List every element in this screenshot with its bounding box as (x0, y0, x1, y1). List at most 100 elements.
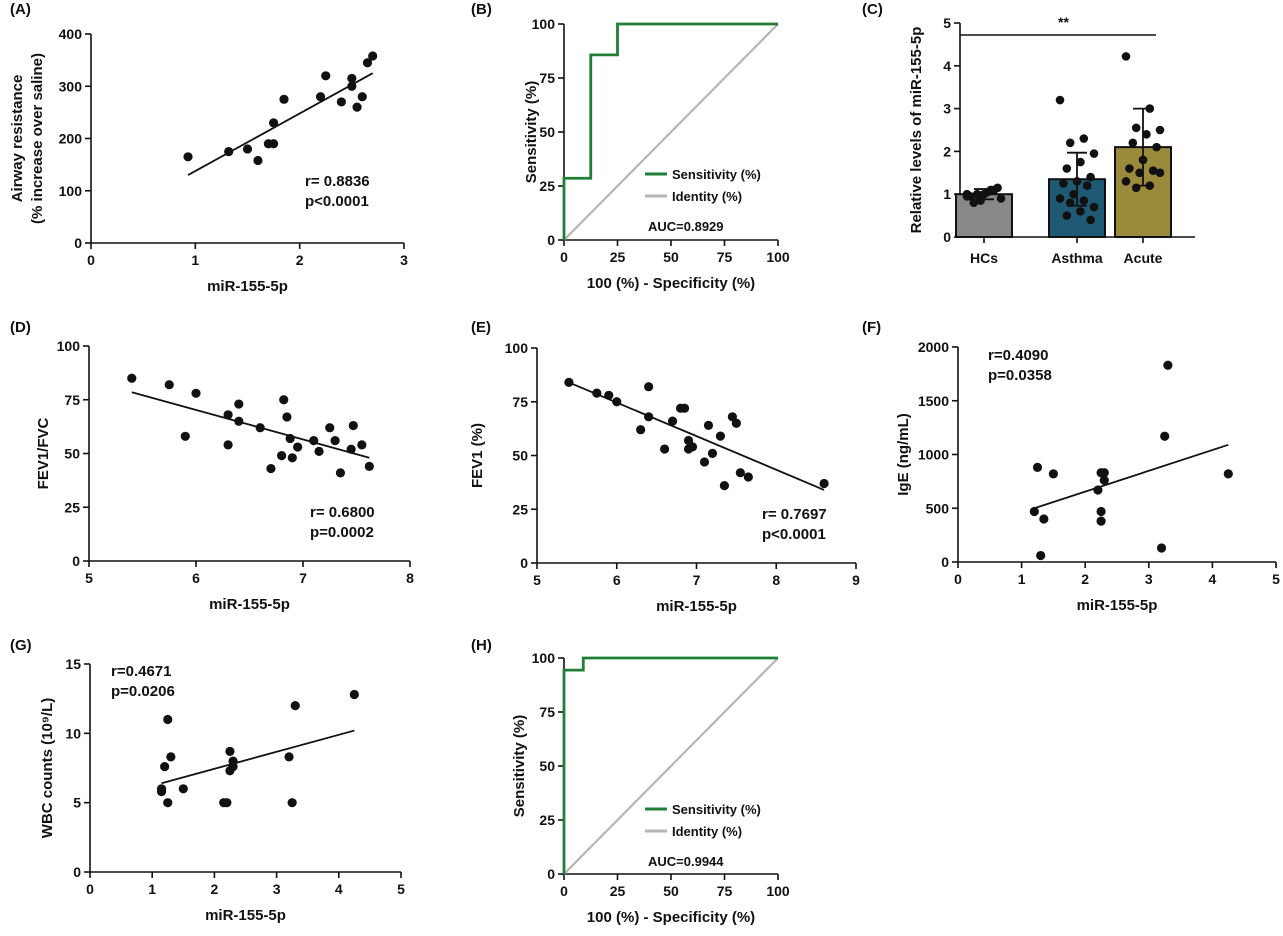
data-point (819, 478, 829, 489)
data-point (667, 416, 678, 426)
data-point (1086, 172, 1095, 182)
regression-line (187, 72, 374, 176)
data-point (127, 373, 137, 383)
x-tick-label: 75 (717, 249, 733, 265)
x-tick-label: 0 (87, 252, 95, 268)
y-tick-label: 400 (59, 26, 83, 42)
y-tick-label: 75 (539, 70, 555, 86)
stat-text: r=0.4090 (988, 347, 1048, 364)
y-tick-label: 5 (943, 15, 951, 31)
x-tick-label: 6 (613, 572, 621, 588)
data-point (223, 440, 233, 450)
regression-line (568, 381, 825, 491)
x-tick-label: 5 (533, 572, 541, 588)
y-tick-label: 75 (539, 704, 555, 720)
data-point (1055, 95, 1065, 105)
y-axis-label: FEV1 (%) (469, 423, 486, 488)
data-point (1131, 183, 1141, 193)
data-point (703, 420, 714, 430)
data-point (285, 433, 295, 444)
data-point (1062, 211, 1072, 220)
data-point (679, 403, 690, 413)
y-tick-label: 100 (532, 16, 556, 32)
y-tick-label: 50 (512, 448, 528, 464)
data-point (268, 118, 279, 128)
data-point (1069, 189, 1078, 199)
panel-label: (B) (471, 1, 492, 18)
stat-text: r= 0.6800 (310, 504, 375, 521)
data-point (1121, 52, 1131, 61)
roc-line (563, 23, 779, 241)
y-axis-label: Sensitivity (%) (511, 715, 528, 818)
y-tick-label: 500 (926, 500, 950, 516)
data-point (1145, 104, 1155, 113)
data-point (969, 198, 979, 208)
stat-text: p=0.0206 (111, 683, 175, 700)
data-point (180, 431, 190, 441)
y-tick-label: 1 (943, 186, 951, 202)
roc-line (562, 656, 778, 874)
data-point (268, 139, 279, 149)
data-point (1079, 134, 1089, 143)
x-axis-label: miR-155-5p (656, 598, 737, 615)
x-tick-label: 6 (192, 570, 200, 586)
legend-label: Identity (%) (672, 189, 742, 204)
data-point (163, 714, 173, 725)
data-point (1089, 149, 1099, 158)
data-point (336, 97, 346, 107)
y-tick-label: 100 (57, 338, 81, 354)
data-point (644, 412, 654, 422)
y-axis-label: (% increase over saline) (29, 53, 46, 224)
y-axis-label: Airway resistance (9, 75, 26, 203)
y-tick-label: 100 (59, 183, 83, 199)
y-tick-label: 100 (505, 340, 529, 356)
data-point (1029, 506, 1039, 517)
data-point (1089, 202, 1099, 212)
data-point (1079, 196, 1089, 205)
data-point (282, 412, 292, 422)
x-tick-label: 5 (397, 881, 405, 897)
data-point (1145, 181, 1155, 190)
panel-label: (F) (862, 319, 881, 336)
data-point (707, 448, 718, 458)
data-point (719, 481, 730, 491)
x-tick-label: 1 (148, 881, 156, 897)
data-point (242, 144, 253, 154)
x-tick-label: 100 (766, 883, 790, 899)
data-point (314, 446, 324, 456)
data-point (1142, 129, 1151, 139)
data-point (1125, 164, 1134, 173)
data-point (166, 752, 176, 762)
y-tick-label: 75 (64, 392, 80, 408)
legend-label: Sensitivity (%) (672, 802, 761, 817)
x-tick-label: 0 (560, 883, 568, 899)
panel-label: (H) (471, 637, 492, 654)
y-tick-label: 1000 (918, 447, 949, 463)
data-point (996, 194, 1006, 203)
data-point (1072, 177, 1082, 186)
y-tick-label: 15 (65, 656, 81, 672)
bar (1114, 146, 1172, 238)
data-point (266, 463, 276, 474)
data-point (644, 382, 654, 392)
x-tick-label: 4 (335, 881, 343, 897)
data-point (1160, 431, 1170, 441)
y-tick-label: 0 (547, 866, 555, 882)
data-point (1093, 485, 1103, 495)
data-point (612, 397, 622, 407)
data-point (1076, 207, 1085, 216)
stat-text: r= 0.7697 (762, 506, 827, 523)
x-axis-label: miR-155-5p (205, 907, 286, 924)
panel-a: (A) 0 100 200 300 400 0 1 2 3 miR-155-5p Airway res… (9, 1, 408, 295)
y-tick-label: 2 (943, 143, 951, 159)
data-point (279, 395, 289, 405)
data-point (1062, 164, 1072, 173)
data-point (1163, 360, 1173, 370)
x-tick-label: 0 (86, 881, 94, 897)
y-tick-label: 3 (943, 101, 951, 117)
x-tick-label: 7 (299, 570, 307, 586)
y-tick-label: 75 (512, 394, 528, 410)
x-tick-label: 75 (717, 883, 733, 899)
regression-line (131, 391, 370, 459)
auc-text: AUC=0.9944 (648, 854, 724, 869)
